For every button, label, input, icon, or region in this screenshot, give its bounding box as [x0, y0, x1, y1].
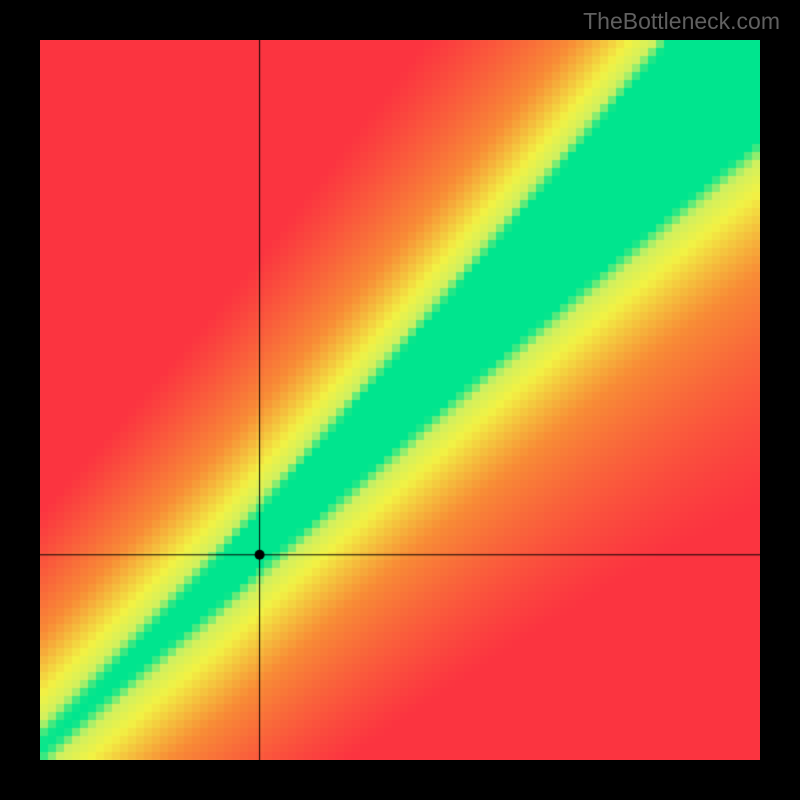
heatmap-canvas	[40, 40, 760, 760]
chart-container: TheBottleneck.com	[0, 0, 800, 800]
heatmap-plot	[40, 40, 760, 760]
watermark-text: TheBottleneck.com	[583, 8, 780, 35]
